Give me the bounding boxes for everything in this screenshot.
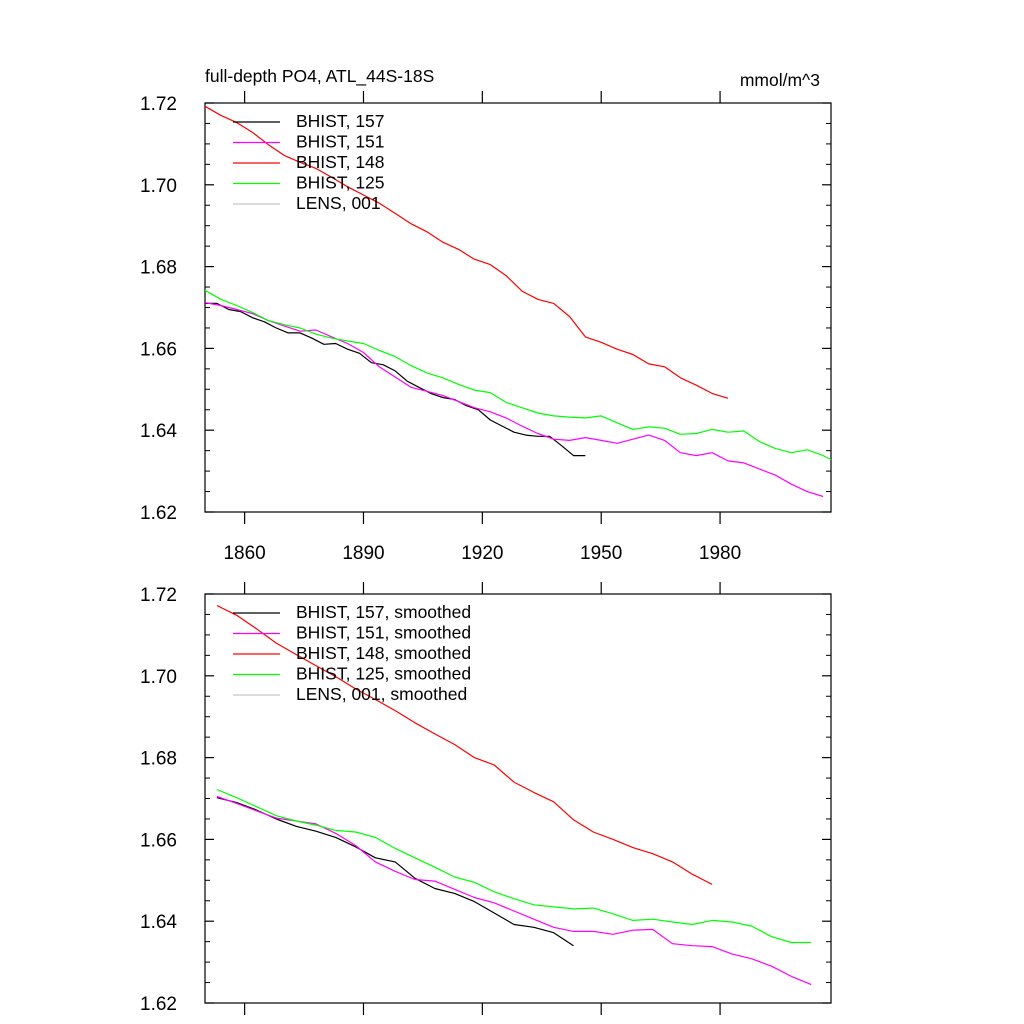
y-tick-label: 1.70 xyxy=(140,176,177,197)
x-tick-label: 1980 xyxy=(699,543,741,564)
legend-label: BHIST, 148 xyxy=(296,152,385,172)
legend-label: BHIST, 157 xyxy=(296,111,385,131)
series-line-bhist-157 xyxy=(205,302,586,457)
y-tick-label: 1.66 xyxy=(140,830,177,851)
legend-label: BHIST, 125 xyxy=(296,173,385,193)
series-line-bhist-157-smoothed xyxy=(216,797,574,947)
series-line-bhist-151 xyxy=(204,302,824,498)
legend-label: BHIST, 157, smoothed xyxy=(296,602,471,622)
series-line-bhist-148 xyxy=(204,105,729,399)
series-line-bhist-151-smoothed xyxy=(216,795,812,986)
chart-title: full-depth PO4, ATL_44S-18S xyxy=(205,66,434,87)
series-line-bhist-125 xyxy=(204,289,832,461)
legend-label: LENS, 001 xyxy=(296,193,381,213)
y-tick-label: 1.64 xyxy=(140,912,177,933)
y-tick-label: 1.72 xyxy=(140,94,177,115)
y-tick-label: 1.68 xyxy=(140,749,177,770)
y-tick-label: 1.70 xyxy=(140,667,177,688)
x-tick-label: 1860 xyxy=(223,543,265,564)
legend-label: BHIST, 151, smoothed xyxy=(296,623,471,643)
bottom-panel: 1.62 1.64 1.66 1.68 1.70 1.72 BHIST, 157, smoo… xyxy=(140,582,832,1015)
y-tick-label: 1.62 xyxy=(140,994,177,1015)
y-tick-label: 1.62 xyxy=(140,503,177,524)
y-tick-label: 1.66 xyxy=(140,339,177,360)
top-panel: full-depth PO4, ATL_44S-18S mmol/m^3 1.6… xyxy=(140,66,832,564)
series-line-bhist-125-smoothed xyxy=(216,788,812,944)
legend-label: BHIST, 151 xyxy=(296,132,385,152)
legend-label: BHIST, 125, smoothed xyxy=(296,664,471,684)
x-tick-label: 1950 xyxy=(580,543,622,564)
series-line-bhist-148-smoothed xyxy=(216,604,713,885)
units-label: mmol/m^3 xyxy=(740,70,820,90)
x-tick-label: 1920 xyxy=(461,543,503,564)
y-tick-label: 1.64 xyxy=(140,421,177,442)
legend-label: LENS, 001, smoothed xyxy=(296,684,467,704)
y-tick-label: 1.72 xyxy=(140,585,177,606)
x-tick-label: 1890 xyxy=(342,543,384,564)
y-tick-label: 1.68 xyxy=(140,258,177,279)
legend-label: BHIST, 148, smoothed xyxy=(296,643,471,663)
